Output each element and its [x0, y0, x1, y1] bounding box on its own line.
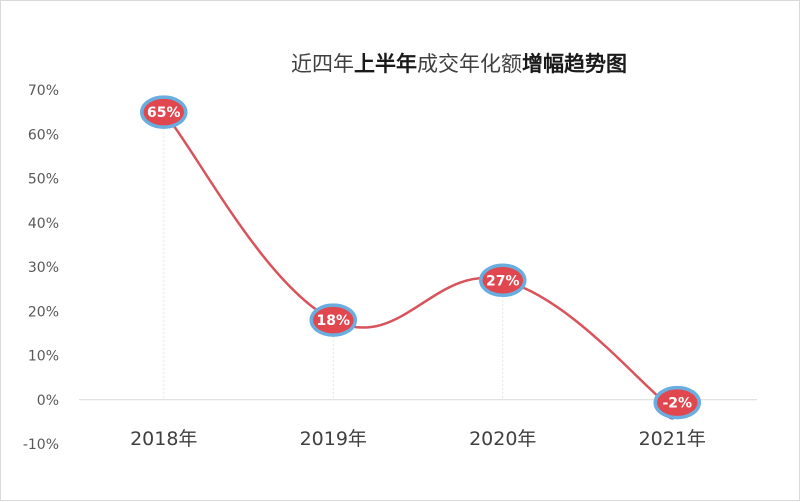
y-tick-label: 50% — [28, 172, 59, 188]
data-marker — [479, 263, 527, 298]
y-axis-ticks: -10% 0% 10% 20% 30% 40% 50% 60% 70% — [23, 83, 59, 453]
data-markers: 65% 18% 27% -2% — [140, 95, 701, 420]
chart-title-part: 上半年 — [354, 52, 417, 76]
data-marker — [309, 303, 357, 337]
y-tick-label: 20% — [28, 304, 59, 320]
x-axis-ticks: 2018年 2019年 2020年 2021年 — [130, 428, 706, 450]
y-tick-label: -10% — [23, 437, 59, 453]
category-drop-lines — [163, 112, 673, 409]
y-tick-label: 10% — [28, 349, 59, 365]
data-label: 65% — [147, 105, 181, 121]
x-tick-label: 2018年 — [130, 428, 197, 450]
y-tick-label: 0% — [37, 393, 59, 409]
data-label: -2% — [662, 396, 692, 412]
series-line — [162, 111, 674, 410]
data-marker — [653, 385, 701, 420]
x-tick-label: 2019年 — [300, 428, 367, 450]
chart-title-part: 成交年化额 — [417, 52, 522, 76]
y-tick-label: 70% — [28, 83, 59, 99]
y-tick-label: 60% — [28, 127, 59, 143]
chart-title-part: 近四年 — [291, 52, 354, 76]
x-tick-label: 2021年 — [639, 428, 706, 450]
chart-title: 近四年上半年成交年化额增幅趋势图 — [291, 52, 627, 76]
chart-title-part: 增幅趋势图 — [522, 52, 627, 76]
data-marker — [140, 95, 188, 129]
data-label: 18% — [316, 313, 350, 329]
y-tick-label: 40% — [28, 216, 59, 232]
data-label: 27% — [486, 273, 520, 289]
y-tick-label: 30% — [28, 260, 59, 276]
x-tick-label: 2020年 — [469, 428, 536, 450]
